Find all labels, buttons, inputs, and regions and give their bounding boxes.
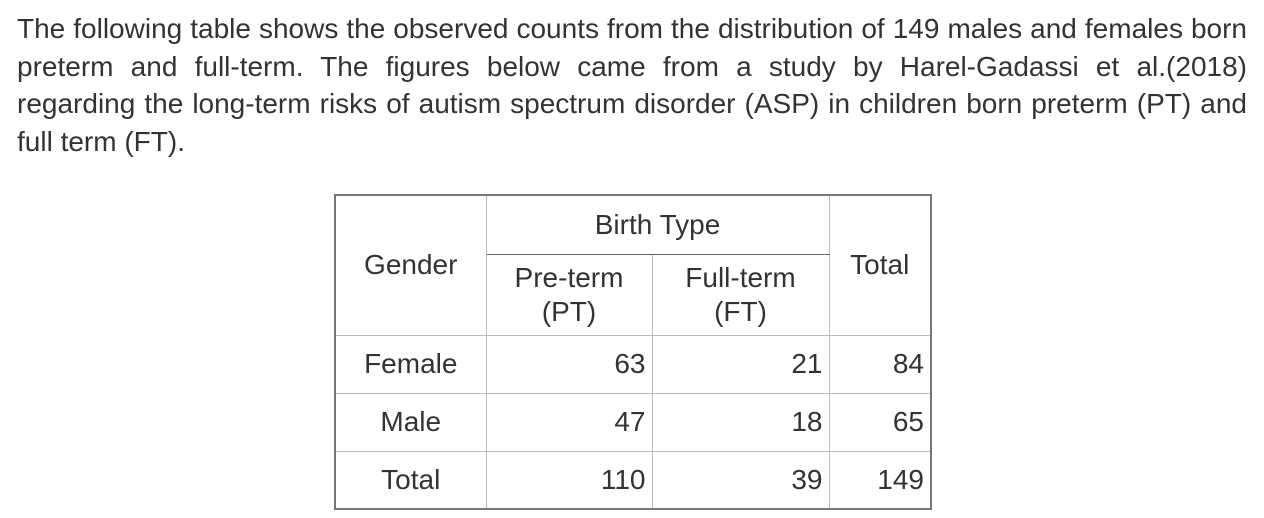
row-header: Gender <box>334 194 487 336</box>
table-row: Male 47 18 65 <box>334 392 932 452</box>
paragraph: The following table shows the observed c… <box>17 13 1247 157</box>
row-label: Female <box>334 334 487 394</box>
table-row: Female 63 21 84 <box>334 334 932 394</box>
cell-value: 65 <box>828 392 932 452</box>
cell-value: 39 <box>651 450 830 510</box>
cell-value: 84 <box>828 334 932 394</box>
column-header: Pre-term (PT) <box>485 253 653 336</box>
row-label: Male <box>334 392 487 452</box>
group-header: Birth Type <box>485 194 830 255</box>
cell-value: 18 <box>651 392 830 452</box>
column-header: Full-term (FT) <box>651 253 830 336</box>
table: Gender Birth Type Total Pre-term (PT) Fu… <box>334 194 932 510</box>
cell-value: 47 <box>485 392 653 452</box>
header-row: Gender Birth Type Total <box>334 194 932 336</box>
cell-value: 21 <box>651 334 830 394</box>
row-label: Total <box>334 450 487 510</box>
cell-value: 149 <box>828 450 932 510</box>
cell-value: 110 <box>485 450 653 510</box>
cell-value: 63 <box>485 334 653 394</box>
total-header: Total <box>828 194 932 336</box>
table-row: Total 110 39 149 <box>334 450 932 510</box>
